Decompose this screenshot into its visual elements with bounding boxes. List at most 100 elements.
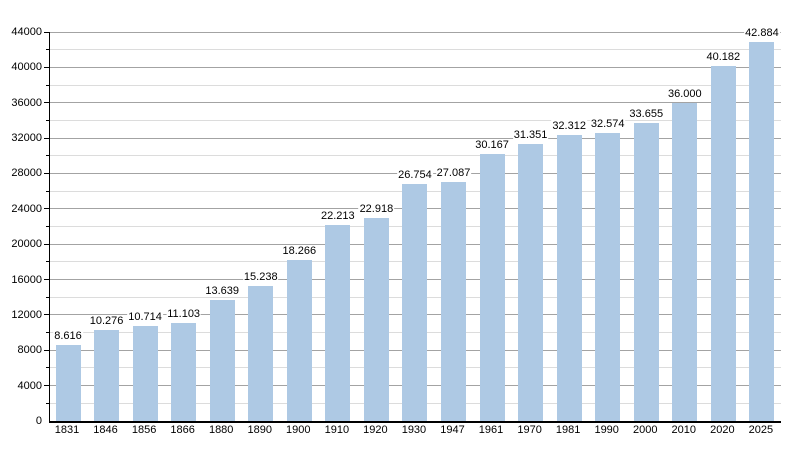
y-tick-label: 8000	[17, 344, 42, 357]
y-tick-label: 0	[35, 415, 42, 427]
y-axis-tick	[46, 155, 49, 157]
gridline-major	[50, 31, 781, 33]
y-axis-tick	[46, 84, 49, 86]
bar-1900	[286, 259, 312, 421]
bar-value-label: 30.167	[474, 139, 510, 152]
y-axis-tick	[44, 385, 49, 387]
bar-2000	[633, 123, 659, 421]
gridline-major	[50, 102, 781, 104]
bar-1947	[441, 181, 466, 421]
bar-1970	[518, 143, 544, 421]
bar-1890	[248, 286, 274, 421]
y-axis-tick	[46, 49, 49, 51]
bar-value-label: 18.266	[281, 244, 318, 257]
y-tick-label: 44000	[11, 26, 42, 38]
bar-1990	[595, 133, 621, 421]
y-tick-label: 4000	[17, 379, 42, 392]
x-tick-label: 1880	[208, 424, 234, 436]
y-axis-tick	[44, 31, 49, 33]
x-tick-label: 2025	[748, 424, 774, 436]
bar-value-label: 32.312	[551, 120, 587, 133]
x-tick-label: 2010	[671, 424, 697, 436]
gridline-minor	[50, 49, 781, 51]
y-tick-label: 16000	[11, 273, 42, 286]
y-axis-tick	[44, 243, 49, 245]
y-axis-tick	[46, 402, 49, 404]
bar-value-label: 31.351	[512, 128, 549, 141]
bar-value-label: 42.884	[744, 26, 780, 39]
bar-1856	[132, 326, 158, 421]
bar-value-label: 32.574	[589, 118, 626, 131]
x-tick-label: 1866	[170, 424, 195, 436]
x-tick-label: 1947	[440, 424, 465, 436]
bar-value-label: 22.213	[320, 209, 356, 222]
bar-1910	[325, 224, 351, 421]
x-tick-label: 1900	[286, 424, 311, 436]
y-axis-tick	[44, 279, 49, 281]
x-tick-label: 1910	[324, 424, 350, 436]
bar-1831	[55, 344, 81, 421]
y-tick-label: 28000	[11, 167, 42, 180]
bar-1981	[556, 135, 582, 421]
bar-1961	[479, 154, 505, 421]
y-axis-tick	[46, 367, 49, 369]
x-tick-label: 1890	[247, 424, 272, 436]
y-tick-label: 12000	[11, 308, 42, 321]
bar-value-label: 26.754	[397, 169, 433, 182]
y-tick-label: 36000	[11, 96, 42, 109]
x-tick-label: 1846	[93, 424, 118, 436]
x-tick-label: 1961	[478, 424, 504, 436]
gridline-minor	[50, 84, 781, 86]
bar-1920	[363, 218, 389, 421]
y-axis-tick	[46, 190, 49, 192]
y-tick-label: 32000	[11, 132, 42, 145]
y-axis-tick	[44, 208, 49, 210]
y-axis-labels: 0 4000 8000 12000 16000 20000 24000 28000 32000 3…	[0, 26, 42, 427]
bar-2025	[749, 41, 775, 421]
bar-value-label: 15.238	[242, 271, 279, 284]
bar-value-label: 27.087	[435, 166, 472, 179]
y-axis-tick	[46, 261, 49, 263]
bar-1846	[94, 330, 120, 421]
bar-2010	[672, 102, 698, 421]
x-axis-labels: 1831 1846 1856 1866 1880 1890 1900 1910 1920 1930…	[49, 424, 780, 440]
y-axis-tick	[46, 226, 49, 227]
y-axis-tick	[44, 137, 49, 139]
bar-value-label: 10.276	[88, 315, 125, 328]
gridline-major	[50, 137, 781, 139]
x-tick-label: 1990	[594, 424, 619, 436]
x-tick-label: 1920	[363, 424, 388, 436]
x-tick-label: 1856	[131, 424, 157, 436]
x-tick-label: 1981	[555, 424, 581, 436]
x-tick-label: 1831	[54, 424, 80, 436]
bar-value-label: 22.918	[358, 203, 395, 216]
plot-area: 8.616 10.276 10.714 11.103 13.639 15.238 18.26…	[44, 26, 781, 423]
y-tick-label: 24000	[11, 202, 42, 215]
bar-value-label: 33.655	[628, 108, 665, 121]
gridline-major	[50, 66, 781, 68]
x-tick-label: 1970	[517, 424, 542, 436]
y-tick-label: 20000	[11, 238, 42, 251]
y-axis-tick	[44, 349, 49, 351]
bar-1866	[171, 322, 197, 421]
bar-value-label: 13.639	[204, 285, 241, 298]
bar-value-label: 10.714	[127, 311, 163, 324]
y-axis-tick	[44, 102, 49, 104]
bar-value-label: 40.182	[705, 50, 742, 63]
bar-value-label: 8.616	[53, 329, 83, 342]
x-tick-label: 2000	[633, 424, 658, 436]
bar-1880	[209, 300, 235, 421]
y-axis-tick	[46, 119, 49, 121]
y-axis-tick	[46, 332, 49, 334]
x-tick-label: 2020	[710, 424, 735, 436]
y-axis-tick	[44, 172, 49, 174]
bar-value-label: 11.103	[166, 307, 202, 320]
bar-2020	[710, 65, 736, 421]
x-tick-label: 1930	[401, 424, 427, 436]
y-axis-tick	[44, 314, 49, 316]
y-axis-tick	[44, 66, 49, 68]
gridline-minor	[50, 155, 781, 157]
gridline-minor	[50, 119, 781, 121]
bar-1930	[402, 184, 428, 421]
